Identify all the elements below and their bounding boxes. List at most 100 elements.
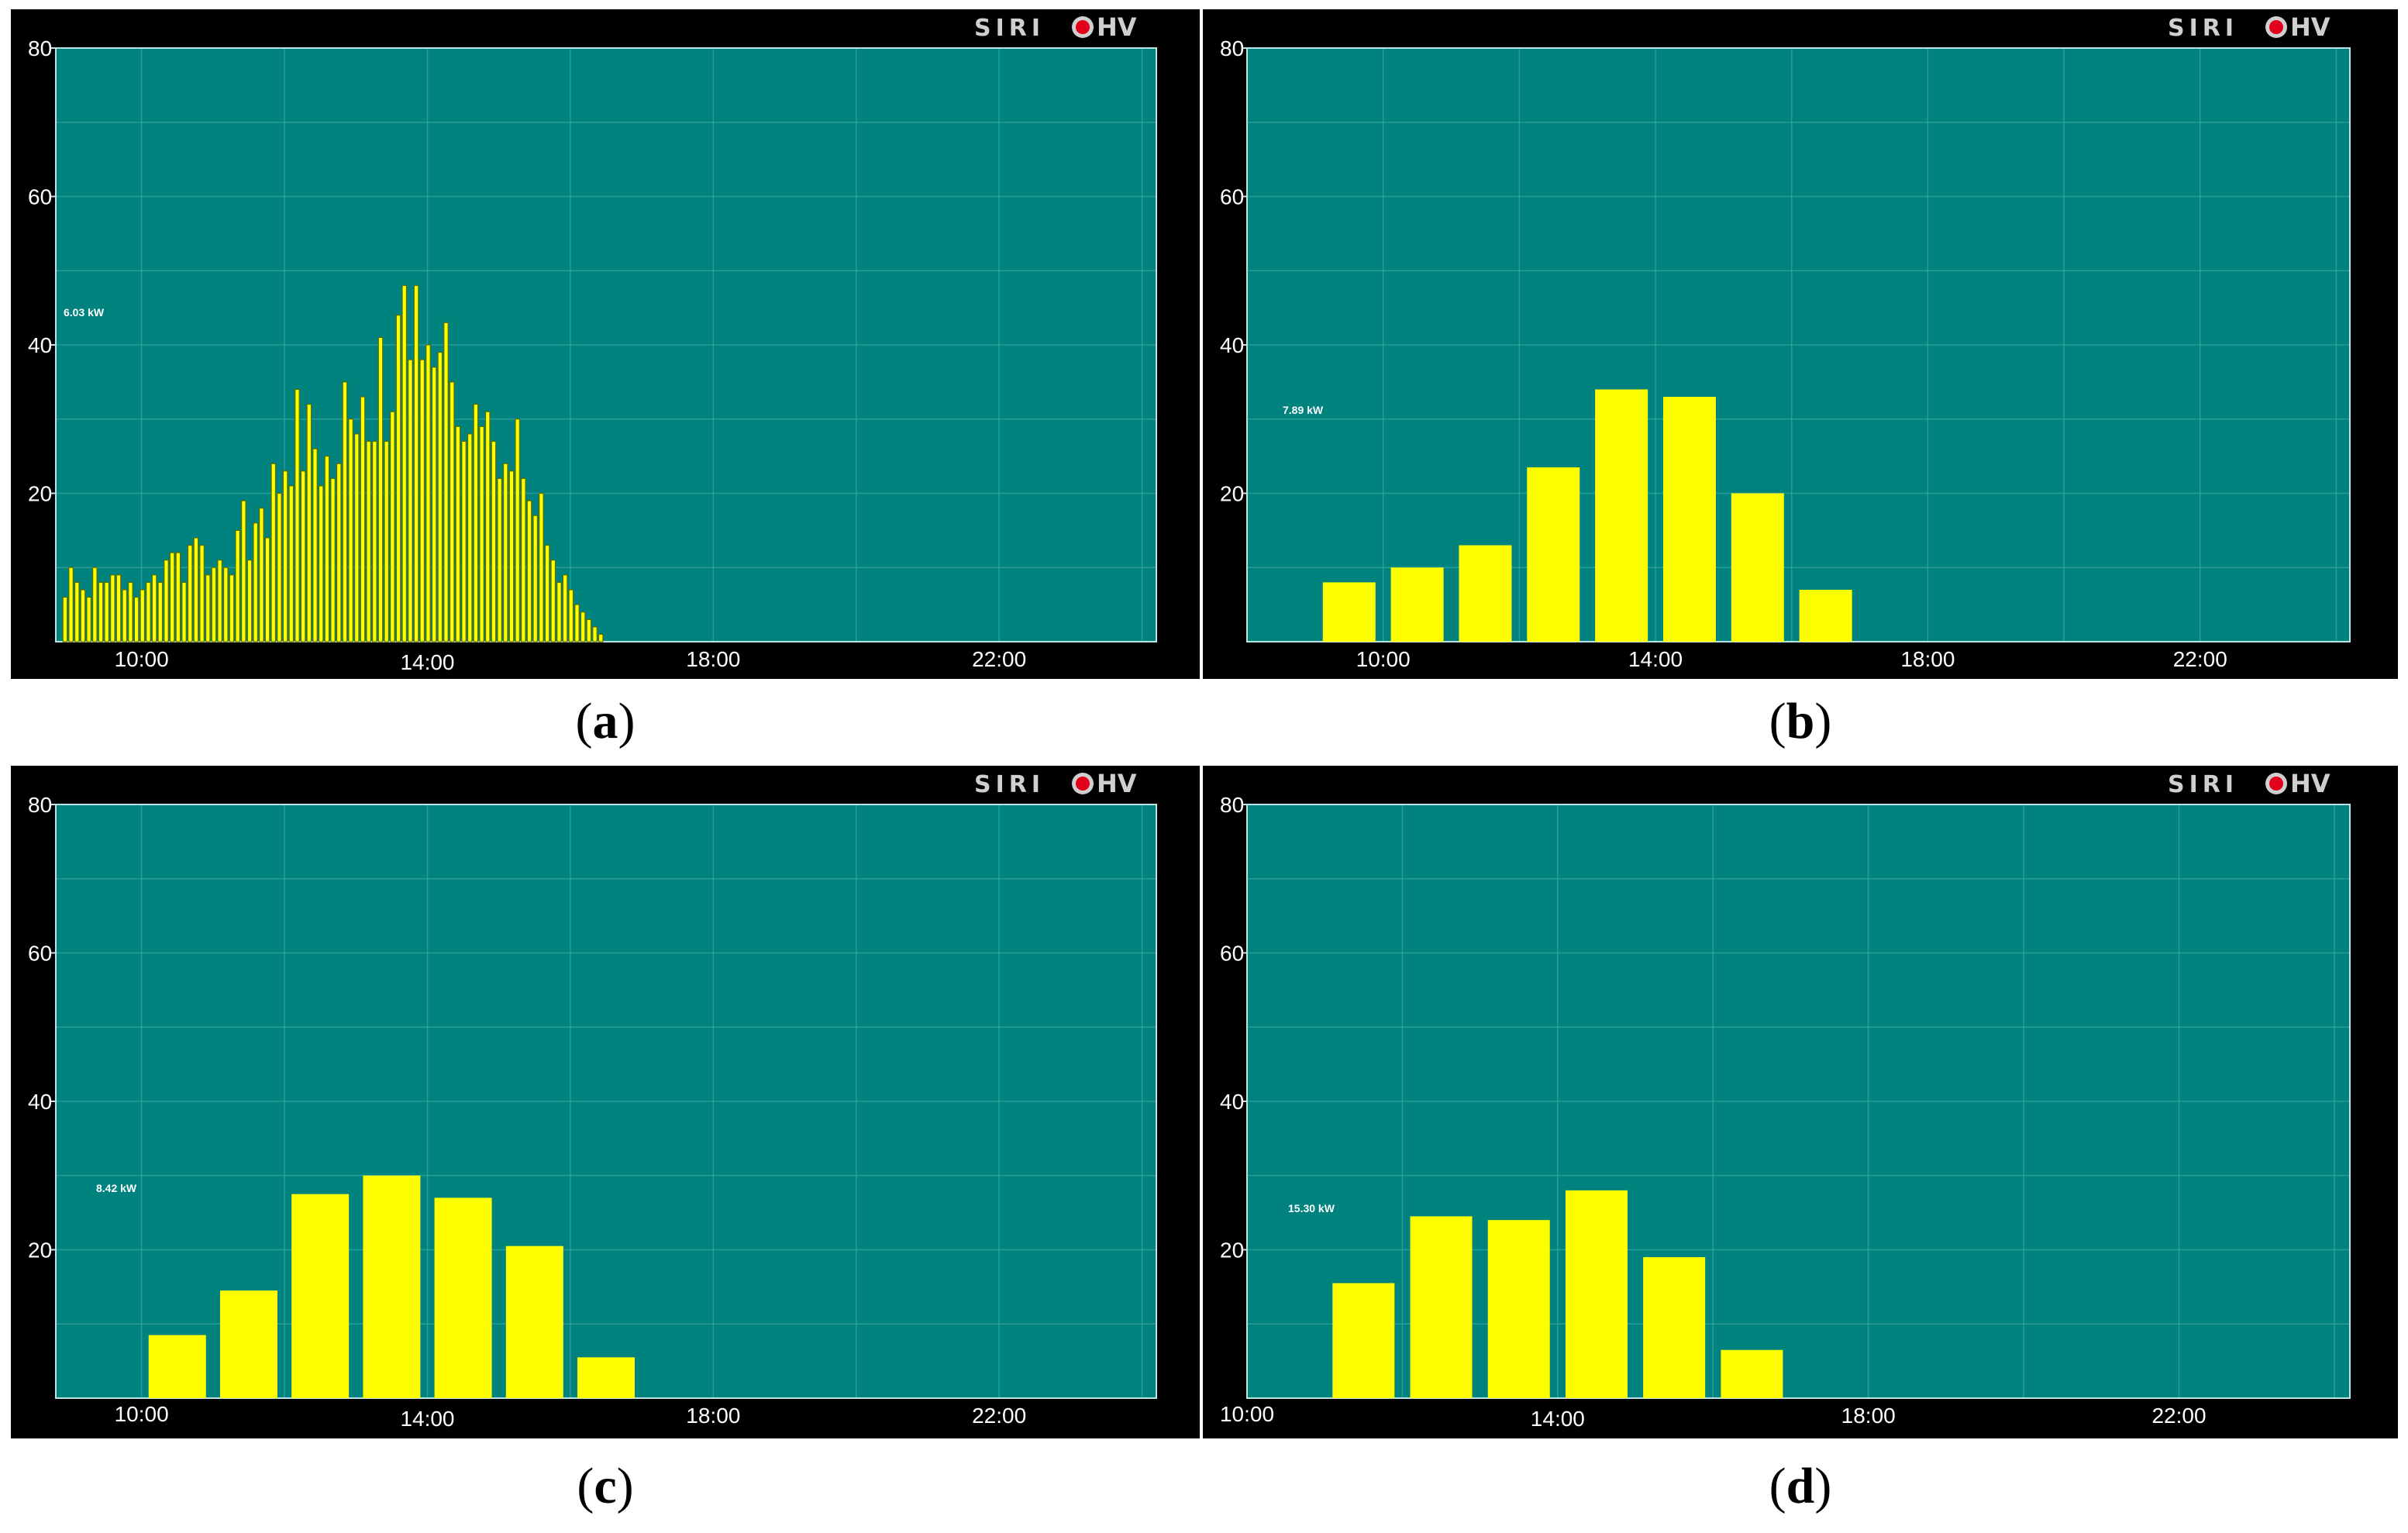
bar (1643, 1257, 1706, 1398)
bar (580, 611, 586, 642)
bar (473, 404, 479, 642)
brand-logo-text: HV (2290, 769, 2330, 798)
bar (556, 581, 562, 642)
brand-logo-text: SIRI (2168, 771, 2238, 798)
caption-b: (b) (1769, 693, 1832, 749)
bar (568, 589, 574, 642)
bar (377, 336, 384, 642)
bar (390, 411, 395, 642)
bar (1322, 582, 1376, 642)
bar (148, 1335, 206, 1398)
bar (187, 544, 193, 642)
bar (491, 440, 497, 642)
bar (211, 567, 217, 642)
bar (330, 477, 336, 642)
bar (140, 589, 146, 642)
bar (199, 544, 205, 642)
bar (508, 470, 515, 642)
x-tick-label: 14:00 (1531, 1407, 1585, 1431)
x-tick-label: 18:00 (1841, 1404, 1896, 1428)
y-tick-label: 80 (1220, 36, 1244, 60)
bar (181, 581, 187, 642)
chart-panel-d: 20 40 60 80 10:00 14:00 18:00 22:00 15.30 kW SIRI… (1203, 766, 2398, 1438)
brand-logo-text: SIRI (974, 15, 1045, 42)
y-tick-label: 20 (1220, 1238, 1244, 1263)
bar (1799, 589, 1852, 642)
y-tick-label: 60 (28, 185, 52, 209)
bar (169, 552, 175, 642)
bar (1731, 493, 1784, 642)
x-tick-label: 18:00 (686, 647, 740, 671)
y-tick-label: 40 (1220, 1090, 1244, 1114)
bar-chart-d: 20 40 60 80 10:00 14:00 18:00 22:00 15.30 kW SIRI… (1220, 769, 2351, 1431)
chart-panel-c: 20 40 60 80 10:00 14:00 18:00 22:00 8.42 kW SIRI H… (11, 766, 1200, 1438)
y-tick-label: 40 (28, 1090, 52, 1114)
caption-c: (c) (577, 1458, 634, 1514)
bar (318, 485, 324, 642)
bar (80, 589, 86, 642)
x-tick-label: 22:00 (972, 1404, 1026, 1428)
y-tick-label: 40 (28, 333, 52, 357)
x-tick-label: 14:00 (400, 650, 454, 674)
bar (223, 567, 229, 642)
bar (497, 477, 502, 642)
bar (353, 433, 360, 642)
bar (110, 574, 115, 642)
bar (461, 440, 467, 642)
bar (384, 440, 389, 642)
y-tick-label: 40 (1220, 333, 1244, 357)
bar (419, 359, 425, 642)
bar (86, 596, 91, 642)
bar (312, 448, 318, 642)
power-annotation: 6.03 kW (64, 306, 105, 319)
bar (98, 581, 104, 642)
y-tick-label: 20 (1220, 482, 1244, 506)
bar (151, 574, 157, 642)
bar (68, 567, 74, 642)
bar (425, 344, 431, 642)
caption-a: (a) (575, 693, 636, 749)
bar (484, 411, 491, 642)
bar (366, 440, 371, 642)
bar (1595, 389, 1648, 642)
x-tick-label: 22:00 (2151, 1404, 2206, 1428)
bar (467, 433, 473, 642)
x-tick-label: 18:00 (1900, 647, 1955, 671)
bar (205, 574, 211, 642)
bar (598, 633, 604, 642)
power-annotation: 15.30 kW (1288, 1202, 1335, 1214)
bar (241, 500, 246, 642)
bar (434, 1197, 492, 1398)
x-tick-label: 14:00 (400, 1407, 454, 1431)
y-tick-label: 60 (28, 942, 52, 966)
bar (74, 581, 80, 642)
brand-logo-dot (2269, 777, 2283, 791)
caption-d: (d) (1769, 1458, 1832, 1514)
bar (246, 560, 253, 642)
y-tick-label: 20 (28, 482, 52, 506)
bar (1662, 397, 1716, 642)
bar (253, 522, 259, 642)
bar (592, 626, 598, 642)
bar (300, 470, 306, 642)
bar (264, 537, 270, 642)
bar (1527, 467, 1580, 642)
bar (360, 396, 366, 642)
bar (1332, 1283, 1395, 1398)
brand-logo-text: HV (1097, 769, 1137, 798)
bar (449, 381, 455, 642)
bar (574, 604, 580, 642)
bar (431, 367, 437, 642)
bar (291, 1194, 350, 1398)
x-tick-label: 22:00 (972, 647, 1026, 671)
bar (372, 440, 377, 642)
bar (235, 529, 240, 642)
x-tick-label: 22:00 (2173, 647, 2227, 671)
bar (550, 560, 556, 642)
bar (217, 560, 222, 642)
bar (122, 589, 128, 642)
y-tick-label: 60 (1220, 185, 1244, 209)
bar (577, 1357, 635, 1398)
brand-logo-dot (1076, 20, 1090, 34)
bar (128, 581, 133, 642)
